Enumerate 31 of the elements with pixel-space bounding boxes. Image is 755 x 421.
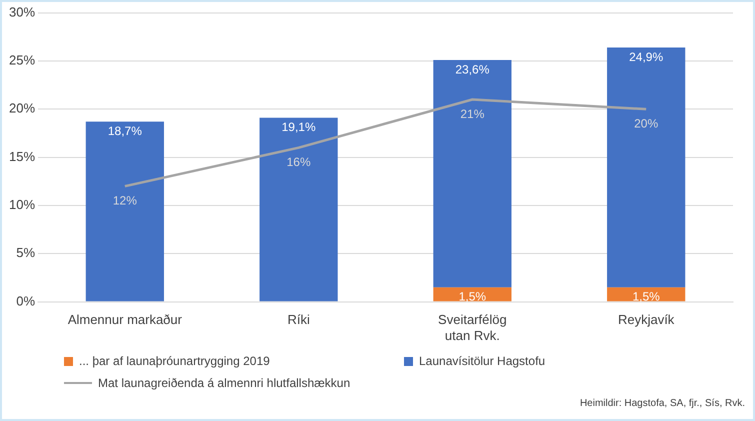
legend-label: Mat launagreiðenda á almennri hlutfallshækkun bbox=[98, 376, 350, 390]
data-label: 20% bbox=[634, 116, 658, 130]
data-label: 12% bbox=[112, 194, 138, 208]
x-tick-label: Sveitarfélög utan Rvk. bbox=[438, 312, 507, 343]
legend-label: Launavísitölur Hagstofu bbox=[419, 354, 546, 368]
bar bbox=[433, 60, 512, 288]
data-label: 24,9% bbox=[629, 50, 664, 64]
data-label: 1,5% bbox=[632, 290, 660, 304]
y-tick-label: 0% bbox=[16, 293, 36, 308]
y-tick-label: 15% bbox=[8, 148, 36, 164]
bar bbox=[607, 47, 686, 288]
data-label: 23,6% bbox=[455, 62, 490, 76]
legend-label: ... þar af launaþróunartrygging 2019 bbox=[79, 354, 270, 368]
bar bbox=[260, 118, 338, 302]
data-label: 21% bbox=[460, 106, 485, 121]
y-tick-label: 20% bbox=[8, 100, 36, 116]
bar bbox=[607, 287, 686, 302]
text: Heimildir: Hagstofa, SA, fjr., Sís, Rvk. bbox=[580, 398, 745, 409]
y-tick-label: 30% bbox=[8, 4, 36, 20]
y-tick-label: 10% bbox=[8, 197, 36, 212]
bar bbox=[86, 122, 164, 302]
x-tick-label: Ríki bbox=[287, 312, 310, 328]
y-tick-label: 25% bbox=[8, 52, 36, 68]
data-label: 18,7% bbox=[108, 124, 142, 138]
y-tick-label: 5% bbox=[16, 245, 36, 260]
data-label: 19,1% bbox=[282, 120, 316, 134]
x-tick-label: Reykjavík bbox=[618, 312, 675, 328]
x-tick-label: Almennur markaður bbox=[68, 312, 183, 328]
data-label: 16% bbox=[286, 154, 311, 169]
data-label: 1,5% bbox=[458, 290, 486, 304]
bar bbox=[433, 287, 512, 302]
